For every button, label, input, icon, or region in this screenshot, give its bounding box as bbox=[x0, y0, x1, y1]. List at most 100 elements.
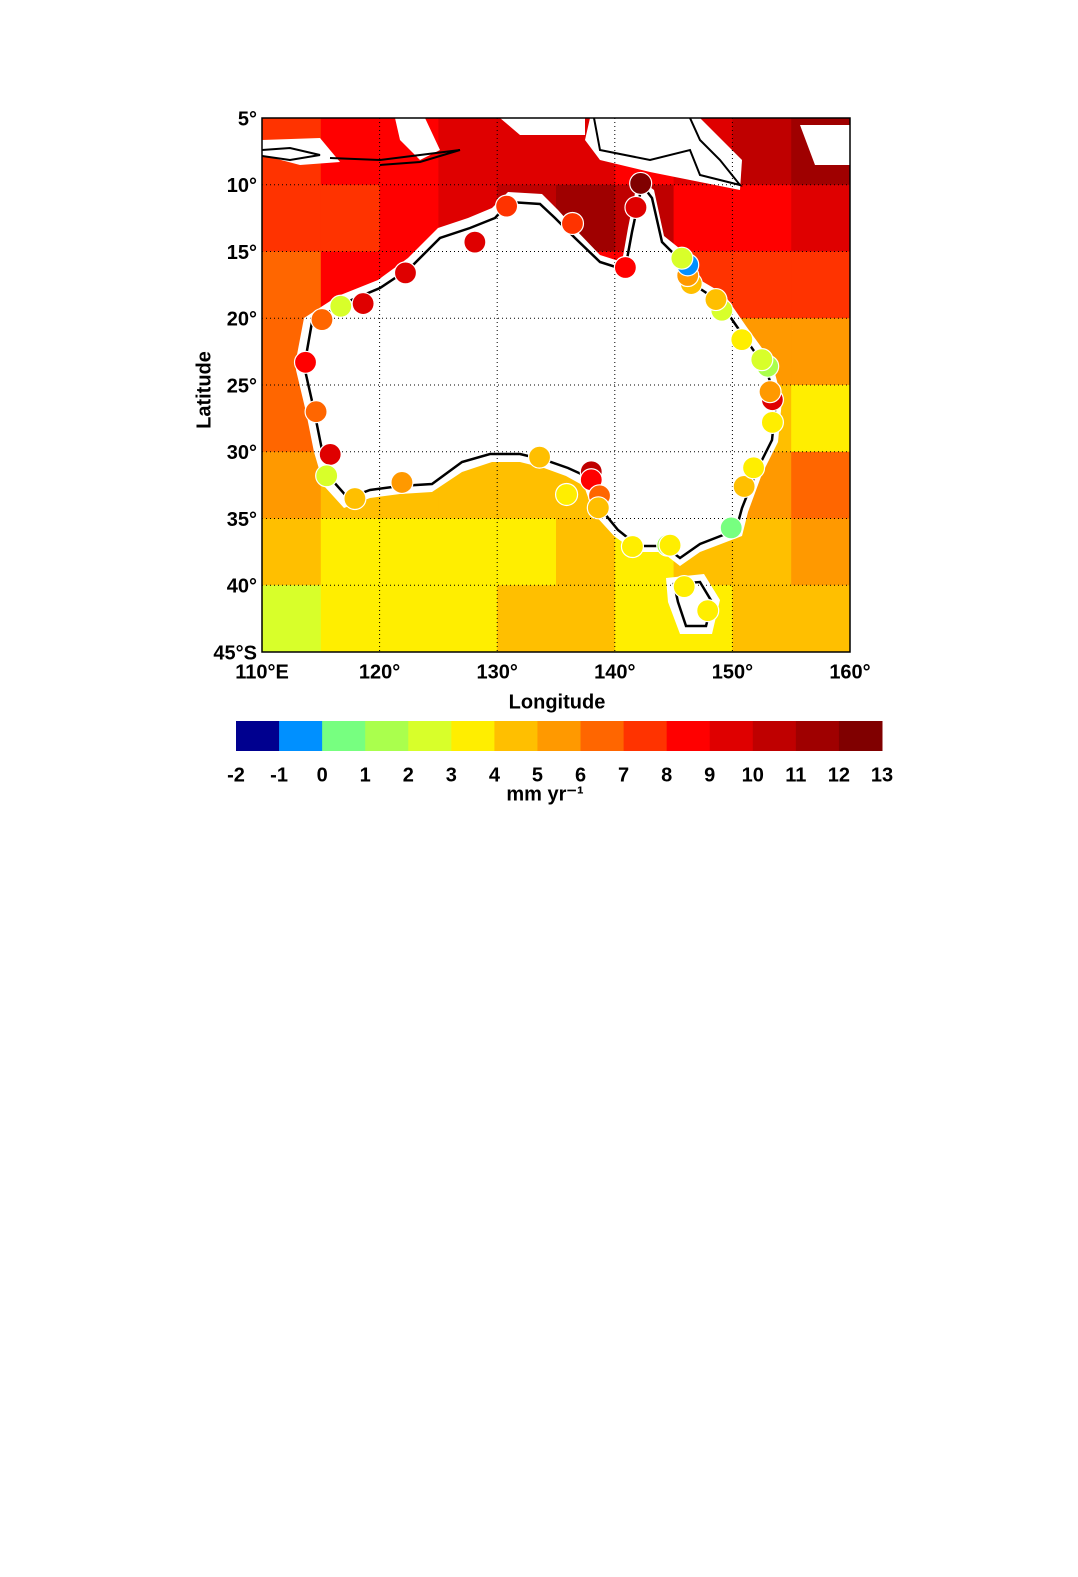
colorbar-tick-label: 6 bbox=[575, 764, 586, 786]
colorbar-swatch bbox=[838, 721, 883, 751]
colorbar-tick-label: 11 bbox=[785, 764, 806, 786]
field-cell bbox=[320, 585, 381, 652]
x-axis-label: Longitude bbox=[509, 691, 606, 713]
axes-layer: 110°E 120° 130° 140° 150° 160° 5° 10° 15° 20° 25° 3… bbox=[213, 108, 870, 683]
station bbox=[719, 516, 743, 540]
field-cell bbox=[732, 184, 792, 252]
field-cell bbox=[262, 451, 322, 519]
colorbar-tick-label: 4 bbox=[489, 764, 501, 786]
colorbar-swatch bbox=[623, 721, 668, 751]
coastline bbox=[593, 118, 743, 187]
y-tick-label: 20° bbox=[227, 309, 257, 331]
colorbar-tick-label: 5 bbox=[532, 764, 543, 786]
station bbox=[318, 442, 342, 467]
field-cell bbox=[791, 585, 850, 652]
colorbar-tick-label: 9 bbox=[704, 764, 715, 786]
field-cell bbox=[438, 585, 498, 652]
x-tick-label: 120° bbox=[359, 661, 400, 683]
colorbar-swatch bbox=[752, 721, 797, 751]
station bbox=[624, 195, 648, 220]
x-tick-label: 130° bbox=[477, 661, 518, 683]
y-tick-label: 45°S bbox=[213, 642, 257, 664]
colorbar: -2 -1 0 1 2 3 4 5 6 7 8 9 10 11 12 13 bbox=[227, 721, 893, 786]
field-cell bbox=[379, 585, 439, 652]
station bbox=[732, 474, 756, 499]
station bbox=[730, 328, 754, 352]
field-cell bbox=[791, 451, 850, 519]
field-cell bbox=[379, 518, 439, 586]
plot-frame bbox=[261, 117, 851, 653]
field-cell bbox=[673, 184, 733, 252]
y-tick-label: 30° bbox=[227, 442, 257, 464]
station bbox=[658, 533, 682, 557]
field-cell bbox=[732, 118, 792, 186]
station-layer bbox=[293, 171, 784, 623]
y-tick-label: 35° bbox=[227, 509, 257, 531]
colorbar-tick-label: 8 bbox=[661, 764, 672, 786]
field-cell bbox=[262, 585, 322, 652]
colorbar-tick-label: 10 bbox=[742, 764, 764, 786]
field-cell bbox=[791, 385, 850, 453]
field-cell bbox=[320, 184, 381, 252]
station bbox=[310, 307, 334, 332]
x-tick-label: 150° bbox=[712, 661, 753, 683]
station bbox=[495, 194, 519, 218]
coastline bbox=[262, 146, 321, 162]
colorbar-label: mm yr⁻¹ bbox=[506, 783, 584, 805]
field-cell bbox=[791, 518, 850, 586]
station bbox=[613, 255, 637, 280]
colorbar-tick-label: 7 bbox=[618, 764, 629, 786]
y-tick-label: 25° bbox=[227, 375, 257, 397]
field-cell bbox=[438, 518, 498, 586]
field-cell bbox=[791, 184, 850, 252]
colorbar-swatch bbox=[322, 721, 366, 751]
land-mask bbox=[800, 125, 850, 165]
colorbar-swatch bbox=[494, 721, 538, 751]
x-tick-label: 160° bbox=[829, 661, 870, 683]
field-cell bbox=[732, 585, 792, 652]
land-mask bbox=[296, 178, 782, 566]
colorbar-swatch bbox=[236, 721, 280, 751]
x-tick-label: 110°E bbox=[235, 661, 289, 683]
colorbar-tick-label: 12 bbox=[828, 764, 850, 786]
station bbox=[620, 534, 645, 559]
y-axis-label: Latitude bbox=[193, 351, 215, 429]
field-cell bbox=[497, 518, 557, 586]
field-cell bbox=[556, 518, 616, 586]
station bbox=[293, 350, 318, 374]
station bbox=[393, 261, 418, 285]
station bbox=[670, 246, 694, 270]
station bbox=[696, 599, 720, 623]
field-cell bbox=[497, 585, 557, 652]
station bbox=[304, 400, 328, 424]
station bbox=[758, 380, 782, 404]
field-cell bbox=[791, 251, 850, 319]
field-cell bbox=[614, 585, 675, 652]
field-cell bbox=[262, 184, 322, 252]
station bbox=[704, 287, 728, 312]
station bbox=[554, 482, 579, 507]
station bbox=[351, 291, 375, 316]
colorbar-swatch bbox=[279, 721, 323, 751]
station bbox=[315, 464, 339, 488]
x-tick-label: 140° bbox=[594, 661, 635, 683]
station bbox=[741, 456, 766, 480]
colorbar-swatch bbox=[537, 721, 582, 751]
colorbar-tick-label: -1 bbox=[270, 764, 288, 786]
field-cell bbox=[556, 585, 616, 652]
land-mask bbox=[395, 118, 440, 160]
field-cell bbox=[791, 318, 850, 386]
colorbar-swatch bbox=[408, 721, 452, 751]
station bbox=[527, 445, 552, 469]
coastline bbox=[672, 580, 714, 628]
station bbox=[672, 574, 696, 599]
land-mask bbox=[585, 118, 742, 190]
y-tick-label: 15° bbox=[227, 242, 257, 264]
colorbar-swatch bbox=[795, 721, 840, 751]
station bbox=[463, 230, 487, 254]
colorbar-tick-label: 0 bbox=[317, 764, 328, 786]
land-mask bbox=[500, 118, 585, 135]
coastline bbox=[329, 149, 461, 166]
station bbox=[329, 294, 353, 318]
